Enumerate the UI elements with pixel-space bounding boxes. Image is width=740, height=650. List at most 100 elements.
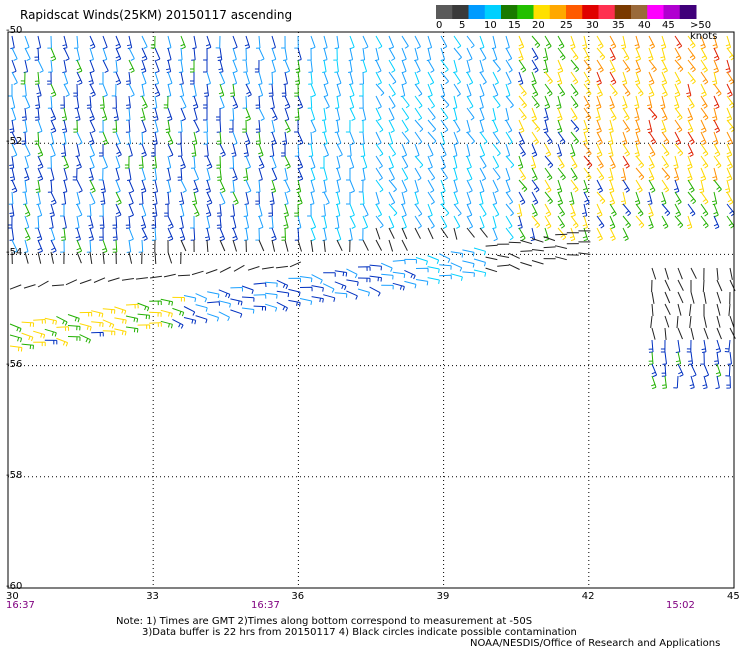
wind-barb bbox=[440, 83, 446, 98]
wind-barb bbox=[622, 47, 630, 61]
wind-barb bbox=[713, 215, 720, 230]
wind-barb bbox=[126, 35, 133, 50]
graticule bbox=[8, 32, 734, 588]
wind-barb bbox=[401, 239, 408, 251]
wind-barb bbox=[322, 179, 327, 193]
wind-barb bbox=[309, 191, 315, 206]
wind-barb bbox=[648, 179, 656, 193]
wind-barb bbox=[107, 277, 120, 282]
wind-barb bbox=[505, 95, 514, 109]
wind-barb bbox=[505, 179, 511, 194]
wind-barb bbox=[86, 239, 92, 253]
wind-barb bbox=[664, 267, 669, 280]
wind-barb bbox=[255, 179, 261, 193]
wind-barb bbox=[543, 236, 556, 242]
wind-barb bbox=[310, 167, 316, 182]
wind-barb bbox=[269, 191, 275, 205]
wind-barb bbox=[518, 107, 527, 121]
wind-barb bbox=[101, 107, 108, 122]
wind-barb bbox=[531, 35, 541, 49]
wind-barb bbox=[674, 71, 682, 85]
wind-barb bbox=[216, 107, 221, 121]
wind-barb bbox=[50, 143, 56, 158]
wind-barb bbox=[569, 191, 575, 206]
wind-barb bbox=[716, 267, 719, 280]
wind-barb bbox=[388, 59, 396, 73]
wind-barb bbox=[299, 276, 313, 283]
latitude-tick-label: -60 bbox=[6, 581, 23, 592]
wind-barb bbox=[687, 95, 695, 109]
wind-barb bbox=[167, 47, 172, 62]
wind-barb bbox=[180, 179, 187, 193]
wind-barb bbox=[473, 247, 486, 256]
wind-barb bbox=[479, 95, 484, 110]
wind-barb bbox=[349, 203, 355, 218]
wind-barb bbox=[180, 239, 187, 252]
wind-barb bbox=[369, 264, 382, 271]
wind-barb bbox=[583, 167, 592, 181]
wind-barb bbox=[232, 59, 238, 74]
wind-barb bbox=[76, 179, 83, 193]
wind-barb bbox=[323, 167, 328, 182]
legend-label: 5 bbox=[459, 20, 466, 31]
wind-barb bbox=[67, 314, 80, 323]
wind-barb bbox=[634, 191, 641, 206]
wind-barb bbox=[177, 274, 191, 277]
wind-barb bbox=[648, 203, 654, 218]
wind-barb bbox=[321, 107, 327, 121]
wind-barb bbox=[288, 277, 301, 283]
wind-barb bbox=[154, 251, 157, 265]
wind-barb bbox=[232, 167, 238, 182]
wind-barb bbox=[648, 83, 655, 98]
wind-barb bbox=[660, 47, 666, 62]
wind-barb bbox=[414, 71, 420, 86]
wind-barb bbox=[635, 215, 645, 229]
wind-barb bbox=[9, 119, 15, 133]
wind-barb bbox=[634, 107, 640, 122]
wind-barb bbox=[269, 143, 275, 157]
wind-barb bbox=[673, 155, 679, 170]
wind-barb bbox=[381, 262, 393, 272]
wind-barb bbox=[492, 95, 501, 109]
wind-barb bbox=[50, 227, 56, 242]
wind-barb bbox=[271, 107, 278, 122]
wind-barb bbox=[232, 227, 238, 242]
legend-swatch bbox=[501, 5, 518, 19]
wind-barb bbox=[401, 131, 410, 145]
wind-barb bbox=[307, 131, 313, 145]
wind-barb bbox=[283, 167, 288, 181]
wind-barb bbox=[50, 239, 57, 253]
wind-barb bbox=[33, 341, 46, 347]
wind-barb bbox=[294, 107, 300, 121]
wind-barb bbox=[570, 179, 579, 193]
wind-barb bbox=[664, 279, 671, 292]
wind-barb bbox=[102, 319, 115, 329]
wind-barb bbox=[9, 334, 23, 343]
wind-barb bbox=[232, 239, 237, 252]
wind-barb bbox=[310, 119, 317, 134]
wind-barb bbox=[466, 59, 471, 74]
wind-barb bbox=[570, 107, 578, 121]
wind-barb bbox=[294, 119, 299, 133]
time-label-end: 15:02 bbox=[666, 600, 695, 611]
wind-barb bbox=[115, 203, 122, 218]
wind-barb bbox=[596, 191, 606, 204]
wind-barb bbox=[570, 215, 579, 229]
wind-barb bbox=[359, 83, 364, 97]
wind-barb bbox=[258, 47, 265, 62]
wind-barb bbox=[177, 167, 183, 181]
wind-barb bbox=[113, 59, 118, 73]
wind-barb bbox=[415, 267, 429, 273]
note-line-2: 3)Data buffer is 22 hrs from 20150117 4)… bbox=[142, 627, 577, 638]
wind-barb bbox=[295, 71, 301, 85]
wind-barb bbox=[699, 179, 705, 194]
wind-barb bbox=[453, 119, 461, 133]
wind-barb bbox=[689, 303, 692, 316]
wind-barb bbox=[152, 131, 158, 146]
wind-barb bbox=[229, 107, 235, 121]
wind-barb bbox=[349, 131, 355, 146]
wind-barb bbox=[232, 35, 238, 50]
wind-barb bbox=[439, 264, 452, 270]
wind-barb bbox=[230, 287, 243, 292]
wind-barb bbox=[492, 179, 499, 194]
